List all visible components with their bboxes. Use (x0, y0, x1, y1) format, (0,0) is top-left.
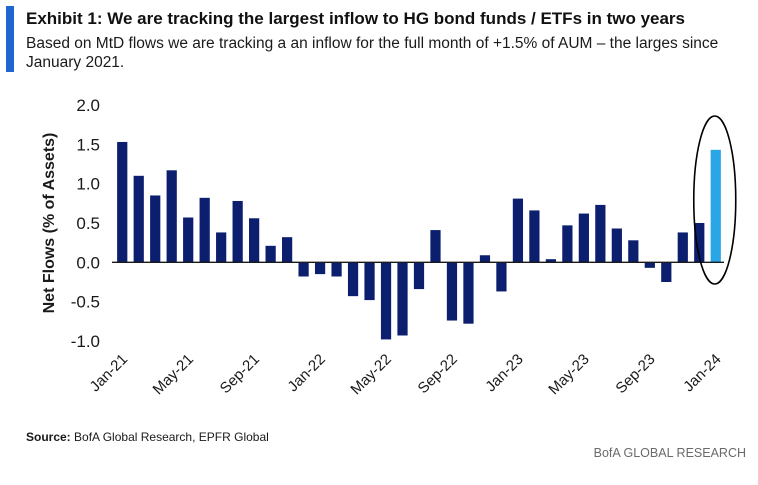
bar (298, 262, 309, 277)
x-tick-label: Jan-21 (87, 351, 131, 395)
bar (364, 262, 375, 301)
x-tick-label: Sep-22 (415, 351, 461, 397)
bar (463, 262, 474, 324)
highlight-ellipse (692, 115, 737, 285)
bar (496, 262, 507, 292)
bar (249, 218, 260, 263)
bar (694, 223, 705, 263)
source-text: BofA Global Research, EPFR Global (74, 430, 269, 444)
bar (183, 217, 194, 263)
bar (595, 204, 606, 263)
bar-highlight (710, 149, 721, 263)
x-tick-label: Sep-23 (612, 351, 658, 397)
x-tick-label: Jan-24 (680, 351, 724, 395)
y-tick-label: 1.5 (76, 135, 100, 154)
chart-title: Exhibit 1: We are tracking the largest i… (26, 9, 685, 28)
bar (347, 262, 359, 297)
y-axis-title: Net Flows (% of Assets) (41, 133, 58, 314)
brand-footer: BofA GLOBAL RESEARCH (593, 446, 746, 460)
y-tick-label: 0.0 (76, 253, 100, 272)
x-tick-label: May-23 (545, 351, 592, 398)
x-tick-label: Jan-23 (482, 351, 526, 395)
bar (562, 225, 573, 263)
bar (265, 245, 276, 263)
accent-bar (6, 6, 14, 72)
x-tick-label: Sep-21 (217, 351, 263, 397)
bar (150, 195, 161, 263)
x-tick-label: Jan-22 (284, 351, 328, 395)
bar (314, 262, 326, 275)
bar (446, 262, 458, 321)
bar (578, 213, 589, 263)
x-tick-label: May-22 (347, 351, 394, 398)
y-tick-label: -1.0 (71, 332, 100, 351)
bar (677, 232, 688, 263)
bar (644, 262, 655, 268)
y-tick-label: -0.5 (71, 293, 100, 312)
bar (545, 259, 556, 263)
bar (380, 262, 392, 340)
bar (216, 232, 227, 263)
source-note: Source: BofA Global Research, EPFR Globa… (26, 430, 269, 444)
source-label: Source: (26, 430, 71, 444)
bar (199, 197, 210, 263)
y-tick-label: 2.0 (76, 96, 100, 115)
chart-subtitle: Based on MtD flows we are tracking a an … (26, 35, 719, 71)
bar (529, 210, 540, 263)
bar (512, 198, 524, 263)
bar (232, 200, 243, 263)
bar (282, 237, 293, 263)
bar (117, 141, 128, 263)
bar (166, 170, 177, 263)
bar (661, 262, 672, 282)
bar (133, 175, 144, 263)
y-tick-label: 0.5 (76, 214, 100, 233)
x-tick-label: May-21 (150, 351, 197, 398)
y-tick-label: 1.0 (76, 175, 100, 194)
bar (413, 262, 425, 290)
bar (479, 255, 491, 263)
bar (430, 230, 441, 263)
bar (628, 240, 639, 263)
bar (397, 262, 408, 336)
bar (331, 262, 342, 277)
bar (611, 228, 622, 263)
